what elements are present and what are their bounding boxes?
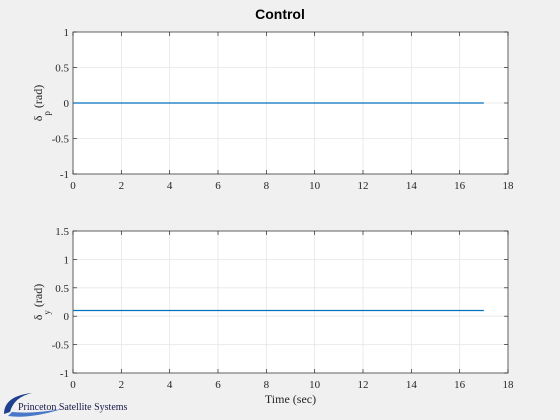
axes-box <box>72 230 509 374</box>
x-tick-label: 4 <box>167 180 173 192</box>
psslogo: Princeton Satellite Systems <box>4 393 128 417</box>
y-axis-label: δy (rad) <box>31 284 52 320</box>
x-tick-label: 6 <box>215 180 221 192</box>
x-tick-label: 8 <box>264 180 270 192</box>
y-tick-label: 0 <box>64 311 70 323</box>
plot-area <box>73 231 508 373</box>
y-axis-label-subscript: p <box>42 111 52 116</box>
y-tick-label: -1 <box>60 368 69 380</box>
x-tick-label: 10 <box>309 379 321 391</box>
axes-top-control-p: 0 2 4 6 8 10 12 14 16 18 -1 -0.5 0 0.5 1 δp (rad) <box>31 27 514 192</box>
y-tick-label: 0.5 <box>55 283 69 295</box>
x-tick-label: 14 <box>406 379 418 391</box>
y-tick-label: -0.5 <box>52 340 70 352</box>
x-tick-label: 4 <box>167 379 173 391</box>
y-axis-label-unit: (rad) <box>31 284 45 307</box>
y-tick-label: 0 <box>64 98 70 110</box>
y-tick-label: 1 <box>64 27 70 39</box>
y-axis-label-symbol: δ <box>31 314 45 320</box>
y-axis-label-subscript: y <box>42 310 52 315</box>
x-tick-label: 2 <box>119 379 125 391</box>
x-tick-label: 0 <box>70 379 76 391</box>
x-tick-label: 16 <box>454 379 466 391</box>
logo-text: Princeton Satellite Systems <box>18 402 128 413</box>
x-tick-label: 2 <box>119 180 125 192</box>
x-tick-label: 8 <box>264 379 270 391</box>
x-tick-label: 18 <box>503 379 515 391</box>
y-tick-label: 0.5 <box>55 63 69 75</box>
x-tick-label: 12 <box>358 379 369 391</box>
y-axis-label-unit: (rad) <box>31 85 45 108</box>
x-tick-label: 0 <box>70 180 76 192</box>
x-axis-label: Time (sec) <box>265 392 316 406</box>
y-tick-label: -1 <box>60 169 69 181</box>
x-tick-label: 10 <box>309 180 321 192</box>
logo-swoosh-icon <box>4 393 62 417</box>
y-axis-label-symbol: δ <box>31 115 45 121</box>
chart-title: Control <box>255 6 305 22</box>
y-tick-label: 1.5 <box>55 226 69 238</box>
x-tick-label: 16 <box>454 180 466 192</box>
axes-bottom-control-y: 0 2 4 6 8 10 12 14 16 18 -1 -0.5 0 0.5 1 1.5 δy (rad) Time… <box>31 226 514 406</box>
x-tick-label: 18 <box>503 180 515 192</box>
x-tick-label: 6 <box>215 379 221 391</box>
y-axis-label: δp (rad) <box>31 85 52 121</box>
y-tick-label: 1 <box>64 254 70 266</box>
x-tick-label: 12 <box>358 180 369 192</box>
x-tick-label: 14 <box>406 180 418 192</box>
y-tick-label: -0.5 <box>52 134 70 146</box>
